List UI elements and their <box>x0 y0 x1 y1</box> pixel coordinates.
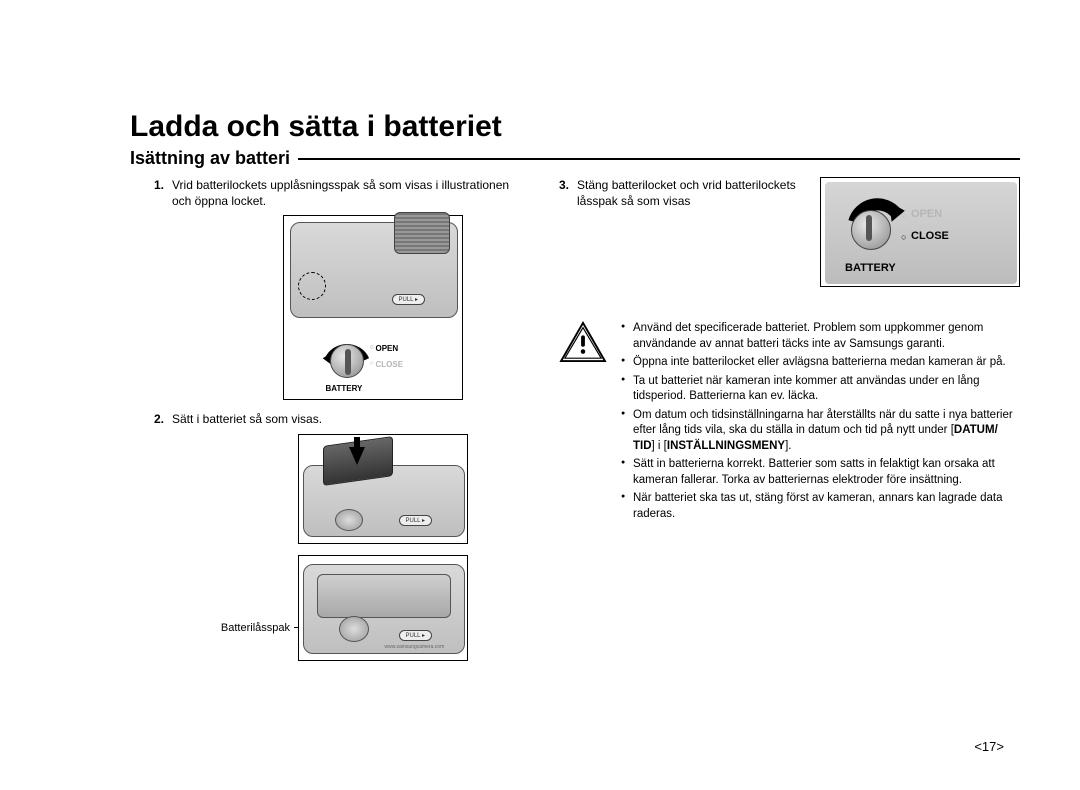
step-1: 1. Vrid batterilockets upplåsningsspak s… <box>130 177 535 209</box>
illustration-step2b: PULL ▸ www.samsungcamera.com <box>298 555 468 661</box>
pull-label-1: PULL ▸ <box>392 294 425 305</box>
battery-label-1: BATTERY <box>326 384 363 393</box>
warning-icon <box>559 321 607 363</box>
page-title: Ladda och sätta i batteriet <box>130 110 1020 144</box>
page-number: <17> <box>974 739 1004 754</box>
left-column: 1. Vrid batterilockets upplåsningsspak s… <box>130 177 535 664</box>
step-2: 2. Sätt i batteriet så som visas. <box>130 411 535 427</box>
pull-label-2b: PULL ▸ <box>399 630 432 641</box>
step-1-number: 1. <box>154 177 172 209</box>
bullet-1: Använd det specificerade batteriet. Prob… <box>621 321 1020 352</box>
battery-lock-label: Batterilåsspak <box>221 622 290 634</box>
step-3-number: 3. <box>559 177 577 209</box>
illustration-step1: PULL ▸ OPEN CLOSE BATTERY ○ ○ <box>283 215 463 400</box>
bullet-6: När batteriet ska tas ut, stäng först av… <box>621 491 1020 522</box>
warning-list: Använd det specificerade batteriet. Prob… <box>621 321 1020 525</box>
step-1-text: Vrid batterilockets upplåsningsspak så s… <box>172 177 525 209</box>
bullet-3: Ta ut batteriet när kameran inte kommer … <box>621 374 1020 405</box>
open-label-3-gray: OPEN <box>911 208 942 220</box>
illustration-step3: OPEN CLOSE BATTERY ○ ○ <box>820 177 1020 287</box>
subtitle-rule <box>298 158 1020 160</box>
close-label-3: CLOSE <box>911 230 949 242</box>
step-3-text: Stäng batterilocket och vrid batterilock… <box>577 177 810 209</box>
bullet-5: Sätt in batterierna korrekt. Batterier s… <box>621 457 1020 488</box>
right-column: 3. Stäng batterilocket och vrid batteril… <box>559 177 1020 664</box>
step-3: 3. Stäng batterilocket och vrid batteril… <box>559 177 810 209</box>
section-subtitle: Isättning av batteri <box>130 148 298 169</box>
step-2-text: Sätt i batteriet så som visas. <box>172 411 535 427</box>
warning-block: Använd det specificerade batteriet. Prob… <box>559 321 1020 525</box>
illustration-step2a: PULL ▸ <box>298 434 468 544</box>
close-label-1-gray: CLOSE <box>376 360 404 369</box>
bullet-4: Om datum och tidsinställningarna har åte… <box>621 408 1020 455</box>
step-2-number: 2. <box>154 411 172 427</box>
open-label-1: OPEN <box>376 344 399 353</box>
bullet-2: Öppna inte batterilocket eller avlägsna … <box>621 355 1020 371</box>
battery-label-3: BATTERY <box>845 262 896 274</box>
pull-label-2a: PULL ▸ <box>399 515 432 526</box>
subtitle-row: Isättning av batteri <box>130 148 1020 169</box>
